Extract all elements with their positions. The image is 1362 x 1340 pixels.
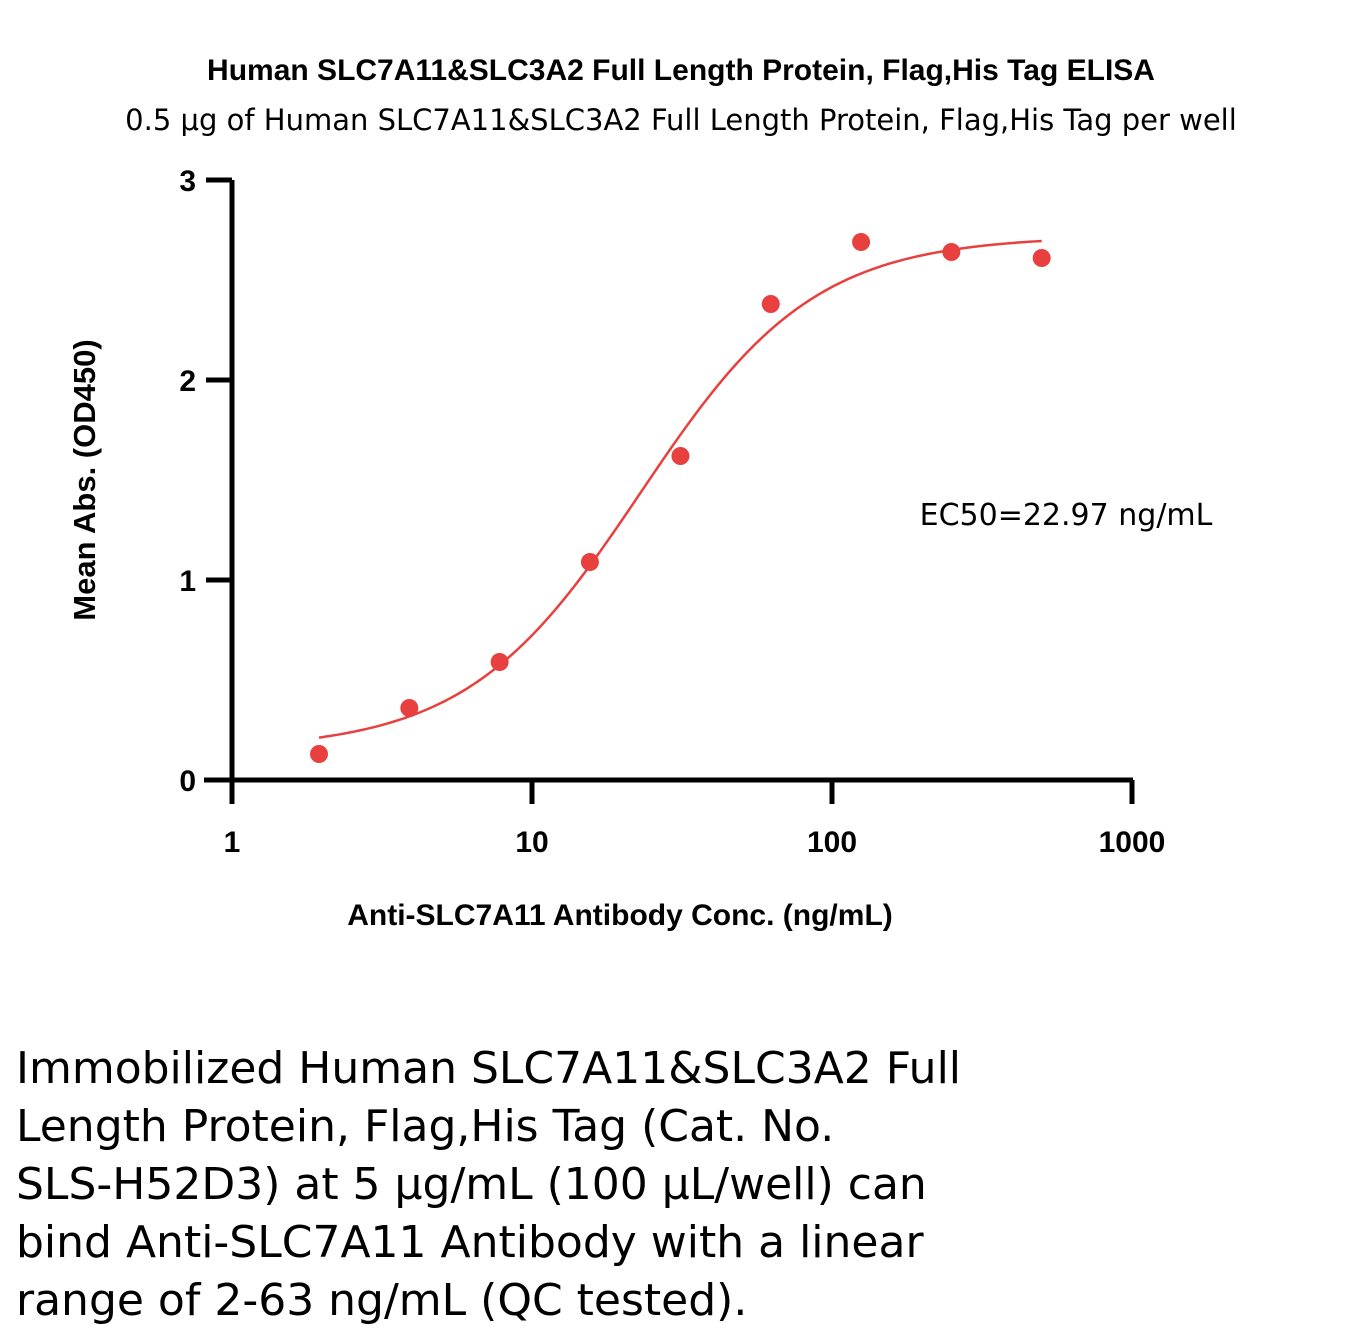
data-point (1032, 249, 1051, 267)
x-tick-label: 10 (515, 826, 548, 859)
x-tick-label: 1 (224, 826, 241, 859)
y-tick-label: 2 (179, 365, 196, 398)
caption-line: range of 2-63 ng/mL (QC tested). (16, 1275, 748, 1326)
caption-line: bind Anti-SLC7A11 Antibody with a linear (16, 1217, 924, 1268)
y-tick-label: 0 (179, 765, 196, 798)
chart-title: Human SLC7A11&SLC3A2 Full Length Protein… (207, 54, 1155, 87)
data-points (310, 233, 1051, 763)
data-point (852, 233, 871, 251)
data-point (580, 553, 599, 571)
caption-line: SLS-H52D3) at 5 μg/mL (100 μL/well) can (16, 1159, 927, 1210)
x-tick-label: 1000 (1099, 826, 1166, 859)
data-point (310, 745, 329, 763)
chart-subtitle: 0.5 μg of Human SLC7A11&SLC3A2 Full Leng… (125, 103, 1237, 137)
caption: Immobilized Human SLC7A11&SLC3A2 Full Le… (16, 1040, 1016, 1330)
x-axis-label: Anti-SLC7A11 Antibody Conc. (ng/mL) (347, 899, 893, 932)
x-tick-label: 100 (807, 826, 857, 859)
data-point (400, 699, 419, 717)
data-point (761, 295, 780, 313)
y-tick-label: 1 (179, 565, 196, 598)
caption-line: Length Protein, Flag,His Tag (Cat. No. (16, 1101, 835, 1152)
data-point (942, 243, 961, 261)
y-axis-label: Mean Abs. (OD450) (67, 339, 102, 620)
caption-line: Immobilized Human SLC7A11&SLC3A2 Full (16, 1043, 962, 1094)
elisa-chart: Human SLC7A11&SLC3A2 Full Length Protein… (67, 54, 1237, 932)
fit-curve (318, 239, 1042, 739)
ec50-annotation: EC50=22.97 ng/mL (920, 498, 1213, 533)
data-point (490, 653, 509, 671)
y-tick-label: 3 (179, 165, 196, 198)
data-point (671, 447, 690, 465)
